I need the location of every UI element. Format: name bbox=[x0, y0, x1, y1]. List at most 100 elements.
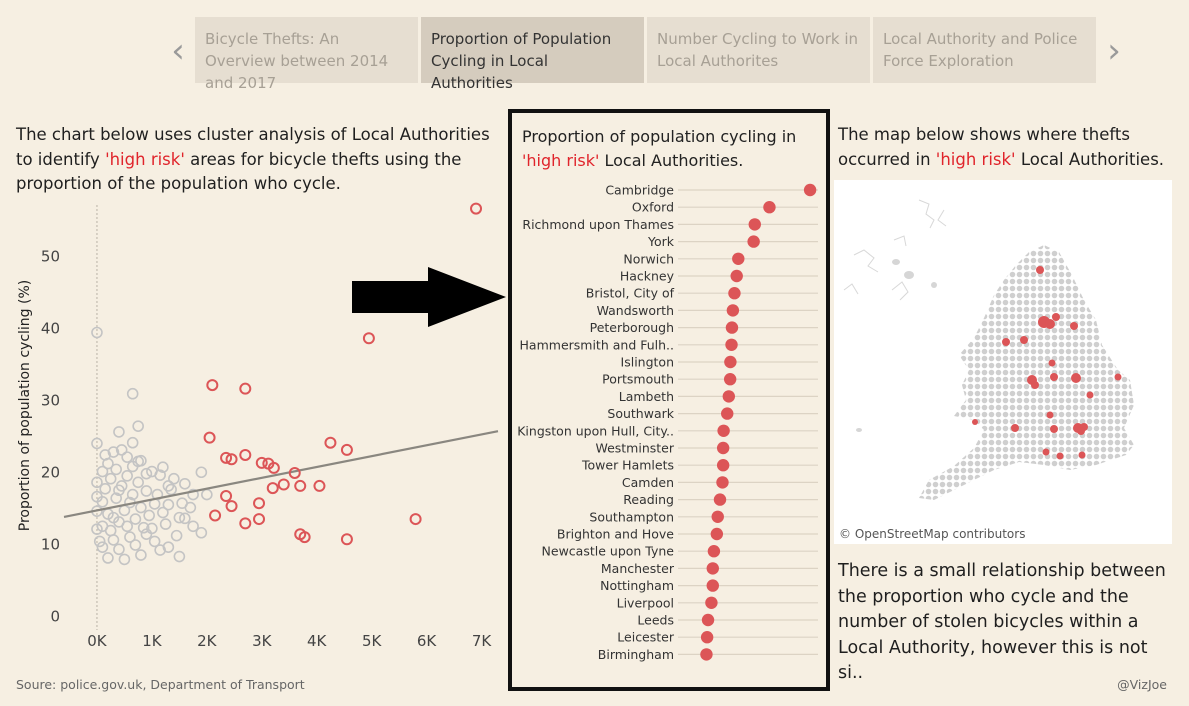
scatter-point-other[interactable] bbox=[115, 444, 128, 456]
scatter-point-high-risk[interactable] bbox=[239, 517, 252, 530]
scatter-point-high-risk[interactable] bbox=[362, 332, 375, 345]
scatter-point-high-risk[interactable] bbox=[324, 436, 337, 449]
dot-mark[interactable] bbox=[732, 252, 745, 265]
dot-mark[interactable] bbox=[725, 321, 739, 334]
scatter-point-other[interactable] bbox=[121, 520, 133, 533]
scatter-point-high-risk[interactable] bbox=[225, 453, 238, 466]
scatter-point-other[interactable] bbox=[107, 534, 120, 546]
scatter-point-other[interactable] bbox=[173, 511, 186, 524]
scatter-point-other[interactable] bbox=[201, 488, 213, 501]
scatter-point-high-risk[interactable] bbox=[220, 451, 233, 464]
scatter-point-other[interactable] bbox=[104, 524, 117, 537]
scatter-point-other[interactable] bbox=[113, 426, 125, 438]
scatter-point-other[interactable] bbox=[140, 528, 153, 540]
scatter-point-other[interactable] bbox=[157, 506, 169, 519]
theft-map[interactable]: © OpenStreetMap contributors bbox=[834, 180, 1172, 544]
dot-mark[interactable] bbox=[748, 218, 761, 231]
scatter-point-other[interactable] bbox=[129, 539, 142, 551]
scatter-point-other[interactable] bbox=[132, 455, 144, 468]
scatter-point-other[interactable] bbox=[118, 553, 131, 566]
scatter-point-other[interactable] bbox=[102, 552, 114, 564]
dot-mark[interactable] bbox=[728, 287, 741, 300]
scatter-point-high-risk[interactable] bbox=[253, 513, 266, 526]
scatter-point-other[interactable] bbox=[96, 465, 109, 478]
dot-mark[interactable] bbox=[721, 407, 734, 420]
scatter-point-other[interactable] bbox=[99, 449, 112, 461]
scatter-point-other[interactable] bbox=[168, 472, 180, 485]
dot-mark[interactable] bbox=[717, 424, 730, 437]
scatter-point-other[interactable] bbox=[129, 513, 142, 525]
scatter-point-other[interactable] bbox=[107, 511, 120, 524]
scatter-point-high-risk[interactable] bbox=[294, 479, 307, 492]
dot-mark[interactable] bbox=[711, 510, 724, 523]
scatter-point-high-risk[interactable] bbox=[206, 379, 219, 392]
scatter-point-high-risk[interactable] bbox=[225, 500, 238, 513]
scatter-point-high-risk[interactable] bbox=[255, 456, 268, 469]
dot-mark[interactable] bbox=[725, 338, 738, 351]
scatter-chart[interactable]: 0 10 20 30 40 50 0K 1K 2K 3K 4K 5K 6K 7K Proportion of… bbox=[0, 200, 505, 660]
scatter-point-other[interactable] bbox=[157, 461, 169, 474]
scatter-point-other[interactable] bbox=[91, 437, 103, 450]
scatter-point-high-risk[interactable] bbox=[313, 479, 326, 492]
scatter-point-high-risk[interactable] bbox=[253, 497, 266, 510]
tab-cycling-to-work[interactable]: Number Cycling to Work in Local Authorit… bbox=[647, 17, 870, 83]
scatter-point-other[interactable] bbox=[159, 518, 172, 530]
dot-mark[interactable] bbox=[713, 493, 727, 506]
lollipop-chart[interactable]: Cambridge Oxford Richmond upon Thames York N… bbox=[512, 113, 826, 687]
dot-mark[interactable] bbox=[701, 613, 715, 627]
scatter-point-high-risk[interactable] bbox=[220, 490, 233, 503]
dot-mark[interactable] bbox=[700, 648, 713, 661]
scatter-point-other[interactable] bbox=[126, 387, 139, 400]
scatter-point-other[interactable] bbox=[124, 531, 136, 543]
scatter-point-other[interactable] bbox=[104, 472, 117, 485]
scatter-point-other[interactable] bbox=[173, 550, 186, 563]
scatter-point-other[interactable] bbox=[179, 512, 191, 525]
scatter-point-high-risk[interactable] bbox=[288, 466, 301, 479]
dot-mark[interactable] bbox=[763, 201, 776, 214]
tab-bicycle-thefts-overview[interactable]: Bicycle Thefts: An Overview between 2014… bbox=[195, 17, 418, 92]
scatter-point-other[interactable] bbox=[113, 543, 125, 556]
dot-mark[interactable] bbox=[724, 355, 737, 369]
scatter-point-other[interactable] bbox=[121, 470, 133, 482]
scatter-point-high-risk[interactable] bbox=[239, 448, 252, 461]
scatter-point-other[interactable] bbox=[135, 501, 147, 514]
dot-mark[interactable] bbox=[716, 441, 730, 455]
dot-mark[interactable] bbox=[726, 304, 740, 317]
scatter-point-other[interactable] bbox=[179, 477, 191, 490]
scatter-point-other[interactable] bbox=[187, 520, 199, 533]
dot-mark[interactable] bbox=[730, 269, 743, 283]
scatter-point-high-risk[interactable] bbox=[277, 478, 290, 491]
scatter-point-high-risk[interactable] bbox=[266, 482, 279, 495]
scatter-point-other[interactable] bbox=[126, 436, 139, 449]
scatter-point-other[interactable] bbox=[113, 484, 125, 497]
scatter-point-other[interactable] bbox=[132, 420, 144, 432]
dot-mark[interactable] bbox=[716, 476, 729, 489]
scatter-point-other[interactable] bbox=[154, 544, 166, 556]
scatter-point-high-risk[interactable] bbox=[340, 533, 353, 546]
scatter-point-other[interactable] bbox=[91, 326, 103, 339]
scatter-point-high-risk[interactable] bbox=[340, 443, 353, 456]
scatter-point-other[interactable] bbox=[91, 476, 103, 489]
scatter-point-other[interactable] bbox=[121, 451, 133, 463]
dot-mark[interactable] bbox=[710, 527, 724, 541]
scatter-point-other[interactable] bbox=[195, 466, 208, 479]
scatter-point-other[interactable] bbox=[137, 521, 150, 534]
tab-proportion-cycling[interactable]: Proportion of Population Cycling in Loca… bbox=[421, 17, 644, 92]
dot-mark[interactable] bbox=[706, 562, 719, 575]
scatter-point-high-risk[interactable] bbox=[203, 431, 216, 444]
dot-mark[interactable] bbox=[707, 545, 721, 558]
scatter-point-other[interactable] bbox=[91, 490, 103, 503]
scatter-point-other[interactable] bbox=[132, 476, 144, 489]
scatter-point-high-risk[interactable] bbox=[239, 382, 252, 395]
scatter-point-other[interactable] bbox=[162, 498, 175, 511]
dot-mark[interactable] bbox=[700, 631, 714, 644]
scatter-point-other[interactable] bbox=[187, 488, 199, 501]
dot-mark[interactable] bbox=[803, 183, 817, 197]
scatter-point-other[interactable] bbox=[165, 483, 177, 496]
scatter-point-other[interactable] bbox=[195, 526, 208, 539]
scatter-point-other[interactable] bbox=[140, 467, 153, 480]
scatter-point-other[interactable] bbox=[148, 535, 161, 548]
scatter-point-other[interactable] bbox=[143, 509, 155, 522]
scatter-point-other[interactable] bbox=[170, 529, 183, 542]
dot-mark[interactable] bbox=[747, 235, 760, 248]
